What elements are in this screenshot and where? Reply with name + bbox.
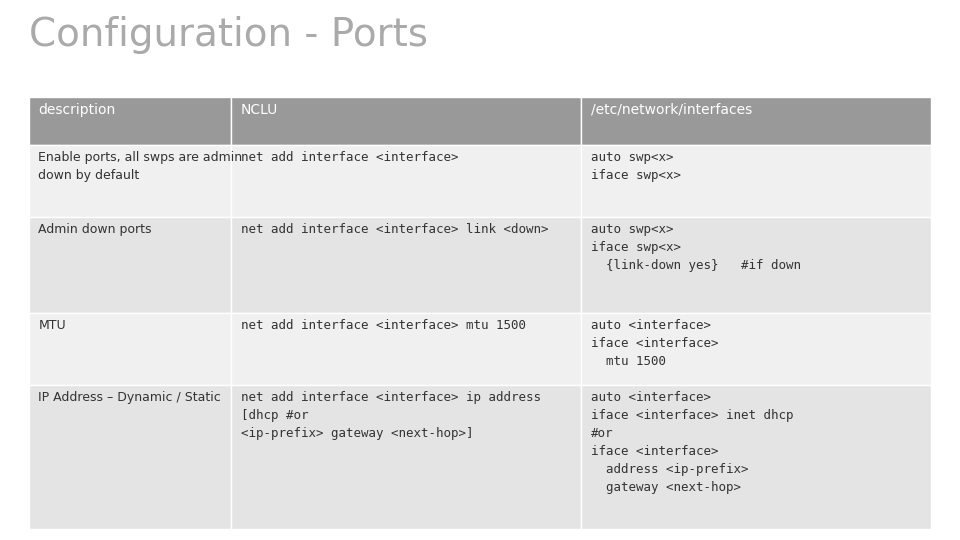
Bar: [582, 145, 931, 217]
Bar: [582, 313, 931, 385]
Bar: [582, 97, 931, 145]
Text: description: description: [38, 103, 115, 117]
Bar: [231, 313, 582, 385]
Text: Admin down ports: Admin down ports: [38, 222, 152, 235]
Bar: [231, 145, 582, 217]
Text: /etc/network/interfaces: /etc/network/interfaces: [591, 103, 752, 117]
Text: NCLU: NCLU: [241, 103, 278, 117]
Text: net add interface <interface> mtu 1500: net add interface <interface> mtu 1500: [241, 319, 526, 332]
Bar: [231, 385, 582, 529]
Bar: [231, 97, 582, 145]
Text: auto <interface>
iface <interface>
  mtu 1500: auto <interface> iface <interface> mtu 1…: [591, 319, 718, 368]
Bar: [231, 217, 582, 313]
Text: MTU: MTU: [38, 319, 66, 332]
Text: net add interface <interface>: net add interface <interface>: [241, 151, 459, 164]
Text: auto swp<x>
iface swp<x>
  {link-down yes}   #if down: auto swp<x> iface swp<x> {link-down yes}…: [591, 222, 801, 272]
Text: auto <interface>
iface <interface> inet dhcp
#or
iface <interface>
  address <ip: auto <interface> iface <interface> inet …: [591, 390, 793, 494]
Bar: [29, 217, 231, 313]
Bar: [29, 97, 231, 145]
Text: net add interface <interface> link <down>: net add interface <interface> link <down…: [241, 222, 548, 235]
Text: net add interface <interface> ip address
[dhcp #or
<ip-prefix> gateway <next-hop: net add interface <interface> ip address…: [241, 390, 541, 440]
Bar: [582, 385, 931, 529]
Bar: [29, 385, 231, 529]
Text: auto swp<x>
iface swp<x>: auto swp<x> iface swp<x>: [591, 151, 681, 181]
Text: Enable ports, all swps are admin
down by default: Enable ports, all swps are admin down by…: [38, 151, 243, 181]
Bar: [29, 145, 231, 217]
Bar: [29, 313, 231, 385]
Text: Configuration - Ports: Configuration - Ports: [29, 16, 428, 54]
Text: IP Address – Dynamic / Static: IP Address – Dynamic / Static: [38, 390, 221, 403]
Bar: [582, 217, 931, 313]
